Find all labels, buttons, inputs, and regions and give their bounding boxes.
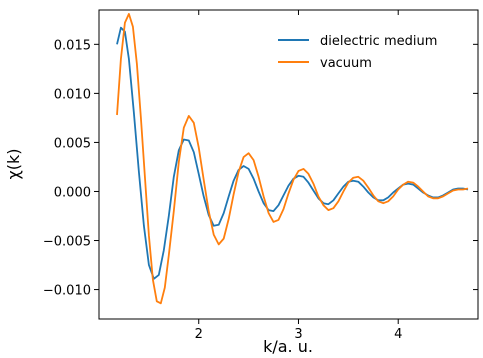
y-tick-label: 0.015 xyxy=(54,38,91,53)
plot-frame xyxy=(98,9,479,320)
series-group xyxy=(116,13,469,305)
x-tick-label: 2 xyxy=(195,327,203,342)
y-tick-label: −0.005 xyxy=(43,235,91,250)
series-line-vacuum xyxy=(116,13,469,305)
y-tick-label: 0.010 xyxy=(54,87,91,102)
y-tick-label: 0.000 xyxy=(54,185,91,200)
legend: dielectric medium vacuum xyxy=(278,34,437,71)
y-tick-label: 0.005 xyxy=(54,136,91,151)
x-tick-label: 3 xyxy=(294,327,302,342)
series-line-dielectric-medium xyxy=(116,26,469,280)
x-axis-label: k/a. u. xyxy=(263,337,313,356)
legend-label-dielectric: dielectric medium xyxy=(320,34,437,49)
legend-label-vacuum: vacuum xyxy=(320,56,372,71)
x-tick-label: 4 xyxy=(394,327,402,342)
ticks: 2 3 4 0.015 0.010 0.005 0.000 −0.005 −0.010 xyxy=(43,10,478,342)
y-tick-label: −0.010 xyxy=(43,284,91,299)
y-axis-label: χ(k) xyxy=(4,149,23,180)
